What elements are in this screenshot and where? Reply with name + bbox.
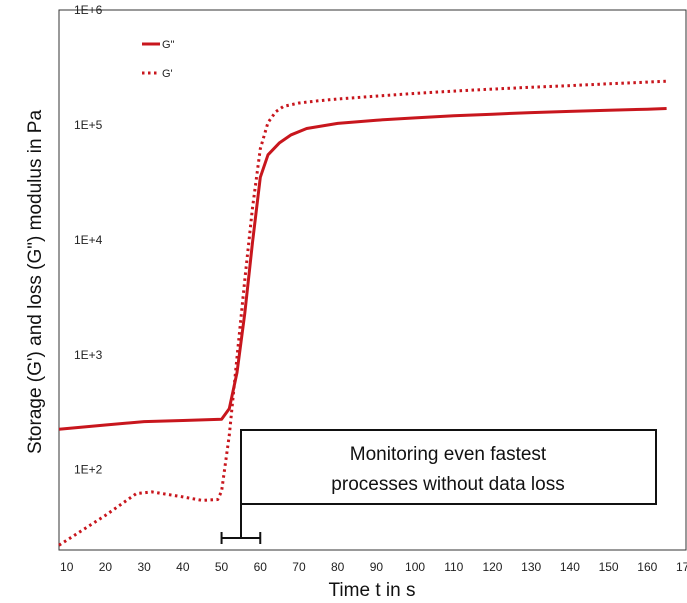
x-tick-label: 100 — [405, 560, 425, 574]
series-lines — [58, 79, 667, 547]
plot-frame — [58, 9, 687, 551]
x-tick-label: 170 — [676, 560, 687, 574]
y-tick-label: 1E+6 — [74, 3, 103, 17]
legend-label-g-loss: G" — [162, 39, 175, 51]
legend-label-g-storage: G' — [162, 68, 173, 80]
legend: G" G' — [142, 39, 175, 80]
x-tick-label: 140 — [560, 560, 580, 574]
x-axis-label: Time t in s — [329, 580, 416, 601]
annotation-line-1: Monitoring even fastest — [350, 444, 547, 465]
y-tick-label: 1E+2 — [74, 463, 103, 477]
y-tick-label: 1E+3 — [74, 348, 103, 362]
x-tick-label: 20 — [99, 560, 113, 574]
y-axis-label: Storage (G') and loss (G") modulus in Pa — [25, 110, 46, 455]
x-tick-labels: 10 20 30 40 50 60 70 80 90 100 110 120 130 140 150 160 1… — [60, 560, 687, 574]
x-tick-label: 150 — [599, 560, 619, 574]
annotation-box — [240, 429, 657, 505]
x-tick-label: 120 — [482, 560, 502, 574]
x-tick-label: 160 — [637, 560, 657, 574]
x-tick-label: 10 — [60, 560, 74, 574]
x-tick-label: 40 — [176, 560, 190, 574]
x-tick-label: 50 — [215, 560, 229, 574]
x-tick-label: 70 — [292, 560, 306, 574]
y-tick-label: 1E+4 — [74, 233, 103, 247]
series-line-g-loss — [58, 107, 667, 431]
x-tick-label: 110 — [444, 560, 463, 574]
y-tick-labels: 1E+2 1E+3 1E+4 1E+5 1E+6 — [74, 3, 103, 477]
x-tick-label: 30 — [137, 560, 151, 574]
x-tick-label: 80 — [331, 560, 345, 574]
x-tick-label: 90 — [370, 560, 384, 574]
y-tick-label: 1E+5 — [74, 118, 103, 132]
x-tick-label: 130 — [521, 560, 541, 574]
annotation: Monitoring even fastest processes withou… — [220, 429, 657, 544]
x-tick-label: 60 — [254, 560, 268, 574]
annotation-line-2: processes without data loss — [331, 474, 564, 495]
